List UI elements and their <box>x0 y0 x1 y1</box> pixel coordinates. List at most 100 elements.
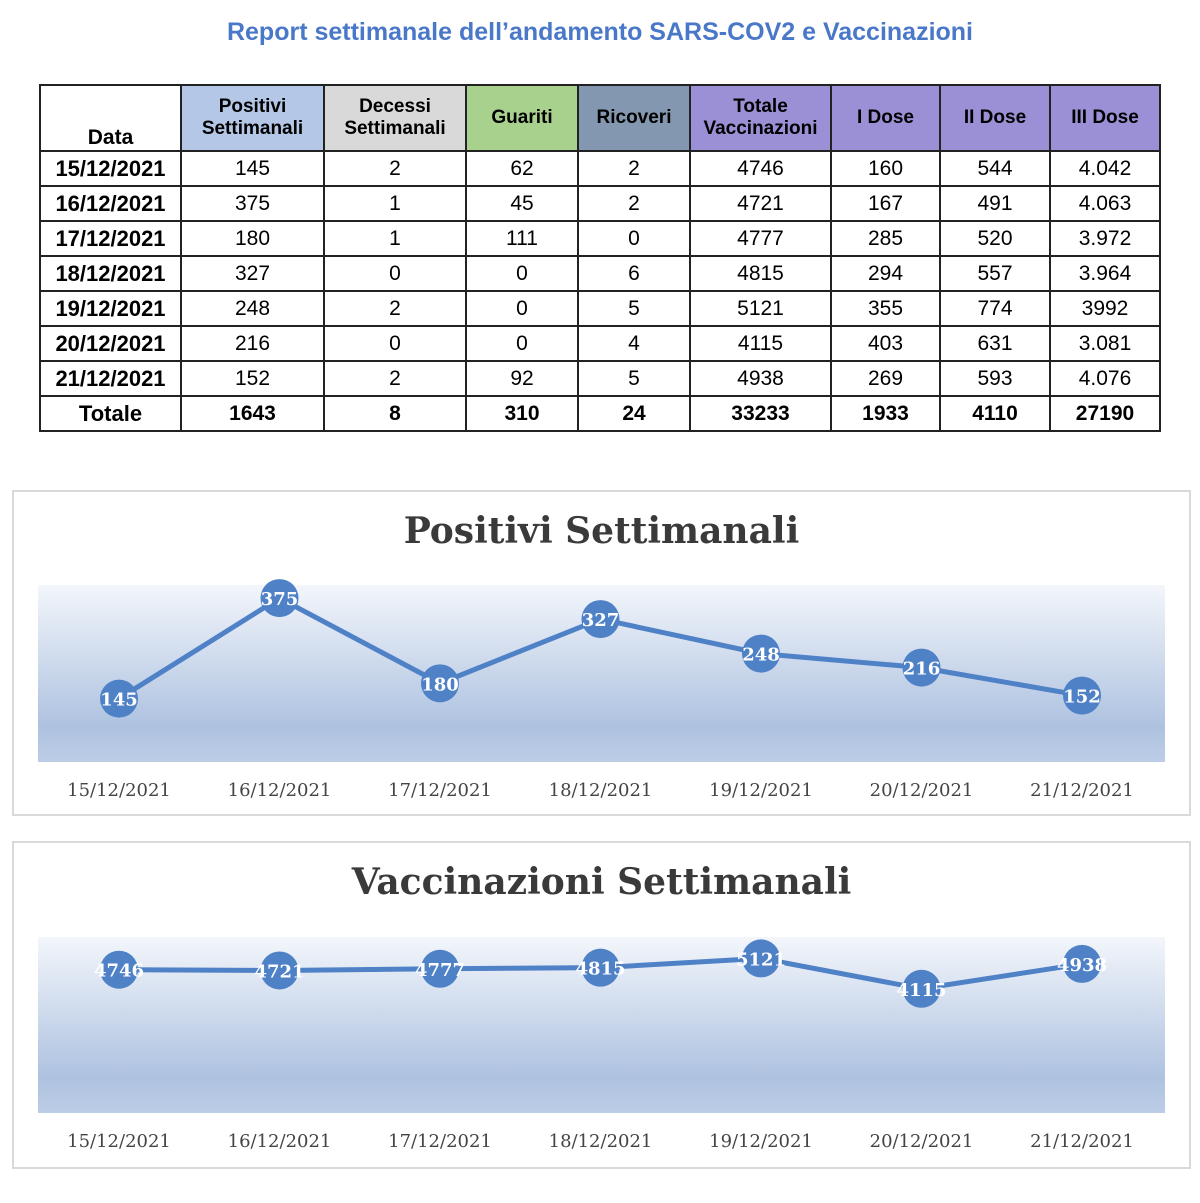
value-cell: 4938 <box>689 360 832 397</box>
value-cell: 4815 <box>689 255 832 292</box>
value-cell: 1 <box>323 220 467 257</box>
value-cell: 0 <box>577 220 691 257</box>
date-cell: 17/12/2021 <box>39 220 182 257</box>
data-label: 180 <box>421 674 459 695</box>
value-cell: 557 <box>939 255 1051 292</box>
value-cell: 4.063 <box>1049 185 1161 222</box>
data-label: 4815 <box>575 959 625 980</box>
column-header: Guariti <box>465 84 579 152</box>
value-cell: 1 <box>323 185 467 222</box>
column-header: III Dose <box>1049 84 1161 152</box>
value-cell: 491 <box>939 185 1051 222</box>
value-cell: 3.081 <box>1049 325 1161 362</box>
table-row: 15/12/2021 145 2 62 2 4746 160 544 4.042 <box>39 150 1161 187</box>
value-cell: 5 <box>577 360 691 397</box>
x-tick-label: 15/12/2021 <box>67 780 171 801</box>
data-label: 248 <box>742 645 780 666</box>
value-cell: 111 <box>465 220 579 257</box>
data-point <box>1063 944 1101 983</box>
value-cell: 4746 <box>689 150 832 187</box>
value-cell: 375 <box>180 185 325 222</box>
value-cell: 6 <box>577 255 691 292</box>
data-point <box>421 664 459 703</box>
table-row: 16/12/2021 375 1 45 2 4721 167 491 4.063 <box>39 185 1161 222</box>
total-cell: 310 <box>465 395 579 432</box>
value-cell: 5121 <box>689 290 832 327</box>
column-header: I Dose <box>830 84 941 152</box>
value-cell: 248 <box>180 290 325 327</box>
value-cell: 520 <box>939 220 1051 257</box>
x-tick-label: 18/12/2021 <box>549 780 653 801</box>
total-row: Totale 1643 8 310 24 33233 1933 4110 27190 <box>39 395 1161 432</box>
value-cell: 774 <box>939 290 1051 327</box>
column-header: II Dose <box>939 84 1051 152</box>
date-cell: 18/12/2021 <box>39 255 182 292</box>
x-tick-label: 18/12/2021 <box>549 1131 653 1152</box>
data-label: 145 <box>100 690 138 711</box>
data-point <box>581 600 620 639</box>
date-cell: 21/12/2021 <box>39 360 182 397</box>
data-point <box>260 951 299 990</box>
data-label: 4746 <box>94 961 144 982</box>
x-tick-label: 21/12/2021 <box>1030 1131 1134 1152</box>
date-cell: 19/12/2021 <box>39 290 182 327</box>
data-label: 216 <box>903 659 941 680</box>
x-tick-label: 17/12/2021 <box>388 780 492 801</box>
data-point <box>1063 676 1101 715</box>
value-cell: 403 <box>830 325 941 362</box>
value-cell: 0 <box>323 325 467 362</box>
value-cell: 285 <box>830 220 941 257</box>
value-cell: 145 <box>180 150 325 187</box>
x-tick-label: 15/12/2021 <box>67 1131 171 1152</box>
total-cell: 1643 <box>180 395 325 432</box>
value-cell: 3992 <box>1049 290 1161 327</box>
data-table: Data Positivi Settimanali Decessi Settiman… <box>39 84 1161 432</box>
value-cell: 4115 <box>689 325 832 362</box>
total-cell: 1933 <box>830 395 941 432</box>
value-cell: 152 <box>180 360 325 397</box>
column-header: Positivi Settimanali <box>180 84 325 152</box>
total-cell: 8 <box>323 395 467 432</box>
data-label: 4115 <box>896 980 946 1001</box>
data-point <box>100 950 138 989</box>
x-tick-label: 16/12/2021 <box>228 1131 332 1152</box>
value-cell: 0 <box>465 290 579 327</box>
value-cell: 92 <box>465 360 579 397</box>
value-cell: 4 <box>577 325 691 362</box>
x-tick-label: 20/12/2021 <box>870 780 974 801</box>
value-cell: 0 <box>323 255 467 292</box>
value-cell: 4721 <box>689 185 832 222</box>
value-cell: 593 <box>939 360 1051 397</box>
date-cell: 15/12/2021 <box>39 150 182 187</box>
x-tick-label: 19/12/2021 <box>709 1131 813 1152</box>
total-cell: 33233 <box>689 395 832 432</box>
data-label: 4777 <box>415 960 465 981</box>
value-cell: 216 <box>180 325 325 362</box>
total-cell: 4110 <box>939 395 1051 432</box>
value-cell: 269 <box>830 360 941 397</box>
total-cell: 24 <box>577 395 691 432</box>
data-label: 152 <box>1063 687 1101 708</box>
column-header: Totale Vaccinazioni <box>689 84 832 152</box>
value-cell: 3.972 <box>1049 220 1161 257</box>
value-cell: 62 <box>465 150 579 187</box>
value-cell: 180 <box>180 220 325 257</box>
x-tick-label: 21/12/2021 <box>1030 780 1134 801</box>
value-cell: 4.076 <box>1049 360 1161 397</box>
value-cell: 355 <box>830 290 941 327</box>
value-cell: 631 <box>939 325 1051 362</box>
x-tick-label: 17/12/2021 <box>388 1131 492 1152</box>
data-point <box>581 948 620 987</box>
table-row: 19/12/2021 248 2 0 5 5121 355 774 3992 <box>39 290 1161 327</box>
data-point <box>902 648 941 687</box>
total-cell: Totale <box>39 395 182 432</box>
data-label: 4938 <box>1057 955 1107 976</box>
date-cell: 16/12/2021 <box>39 185 182 222</box>
value-cell: 0 <box>465 255 579 292</box>
value-cell: 294 <box>830 255 941 292</box>
data-label: 5121 <box>736 949 786 970</box>
chart-title: Vaccinazioni Settimanali <box>351 861 852 903</box>
value-cell: 4.042 <box>1049 150 1161 187</box>
value-cell: 2 <box>323 360 467 397</box>
value-cell: 160 <box>830 150 941 187</box>
